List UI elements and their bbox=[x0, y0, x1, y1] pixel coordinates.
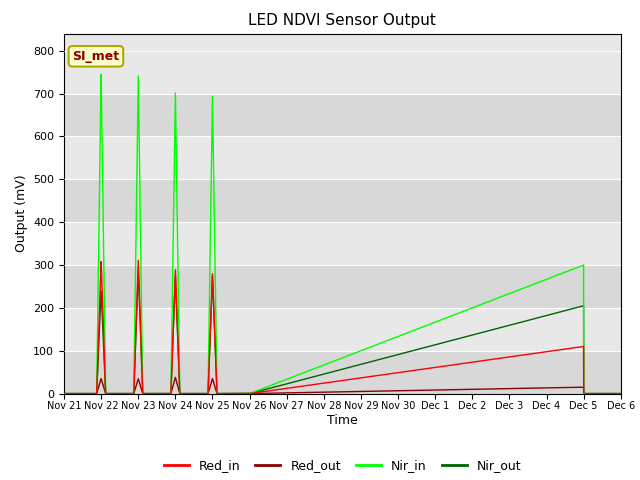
Bar bbox=[64, 51, 621, 94]
X-axis label: Time: Time bbox=[327, 414, 358, 427]
Bar bbox=[64, 94, 621, 136]
Bar bbox=[64, 136, 621, 180]
Title: LED NDVI Sensor Output: LED NDVI Sensor Output bbox=[248, 13, 436, 28]
Text: SI_met: SI_met bbox=[72, 50, 120, 63]
Legend: Red_in, Red_out, Nir_in, Nir_out: Red_in, Red_out, Nir_in, Nir_out bbox=[159, 455, 526, 477]
Bar bbox=[64, 308, 621, 351]
Bar bbox=[64, 222, 621, 265]
Y-axis label: Output (mV): Output (mV) bbox=[15, 175, 28, 252]
Bar bbox=[64, 351, 621, 394]
Bar bbox=[64, 265, 621, 308]
Bar bbox=[64, 180, 621, 222]
